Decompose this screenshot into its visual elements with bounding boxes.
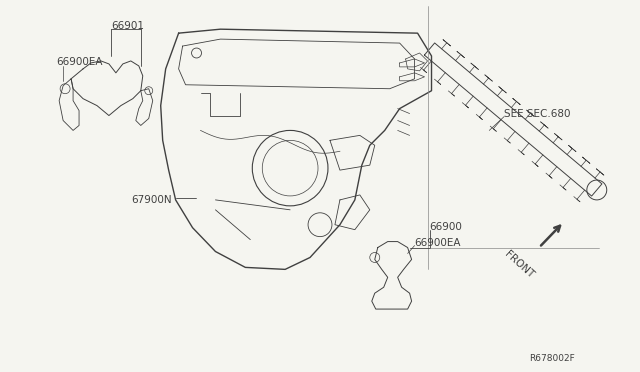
Text: 66901: 66901 xyxy=(111,21,144,31)
Text: R678002F: R678002F xyxy=(529,354,575,363)
Text: 66900EA: 66900EA xyxy=(415,238,461,248)
Text: 67900N: 67900N xyxy=(131,195,172,205)
Text: SEE SEC.680: SEE SEC.680 xyxy=(504,109,571,119)
Text: 66900EA: 66900EA xyxy=(56,57,102,67)
Text: 66900: 66900 xyxy=(429,222,462,232)
Text: FRONT: FRONT xyxy=(502,250,536,280)
